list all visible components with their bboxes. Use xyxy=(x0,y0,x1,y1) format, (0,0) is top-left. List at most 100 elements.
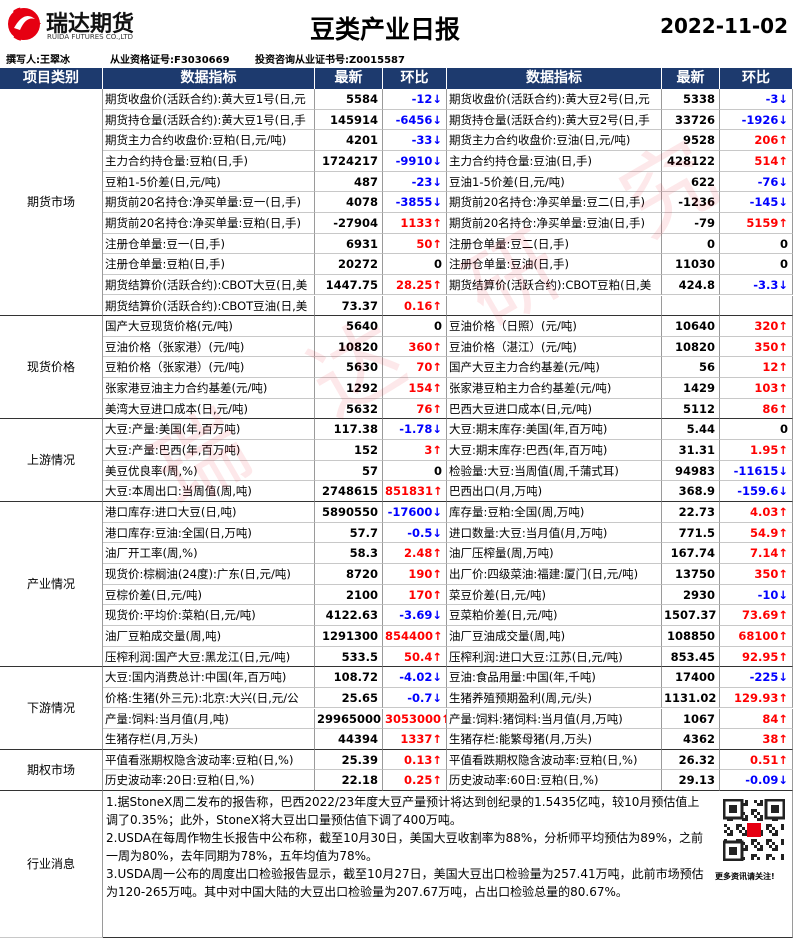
news-paragraph: 1.据StoneX周二发布的报告称，巴西2022/23年度大豆产量预计将达到创纪… xyxy=(106,795,700,828)
qr-code xyxy=(723,799,785,862)
latest-value: 6931 xyxy=(315,233,383,255)
latest-value: 22.73 xyxy=(662,502,720,523)
change-value: 0 xyxy=(720,254,793,275)
change-value: -23↓ xyxy=(383,171,447,193)
change-value: 12↑ xyxy=(720,357,793,379)
column-header: 环比 xyxy=(383,68,447,89)
latest-value: 152 xyxy=(315,440,383,461)
latest-value: 5632 xyxy=(315,398,383,420)
category: 行业消息 xyxy=(0,791,103,938)
indicator: 生猪存栏(月,万头) xyxy=(103,729,315,750)
indicator: 注册仓单量:豆一(日,手) xyxy=(103,233,315,255)
indicator: 张家港豆粕主力合约基差(元/吨) xyxy=(447,378,662,399)
indicator: 期货结算价(活跃合约):CBOT豆油(日,美 xyxy=(103,295,315,317)
indicator: 巴西大豆进口成本(日,元/吨) xyxy=(447,398,662,420)
change-value: 50↑ xyxy=(383,233,447,255)
logo-sub: RUIDA FUTURES CO.,LTD xyxy=(47,33,134,41)
change-value: 350↑ xyxy=(720,336,793,358)
change-value: 0 xyxy=(720,233,793,255)
indicator: 大豆:产量:美国(年,百万吨) xyxy=(103,419,315,441)
latest-value: 0 xyxy=(662,233,720,255)
latest-value: 33726 xyxy=(662,109,720,131)
change-value: -17600↓ xyxy=(383,502,447,523)
change-value: -12↓ xyxy=(383,89,447,110)
change-value: -225↓ xyxy=(720,667,793,688)
latest-value: 17400 xyxy=(662,667,720,688)
indicator: 期货前20名持仓:净买单量:豆粕(日,手) xyxy=(103,212,315,234)
change-value: 0 xyxy=(383,254,447,275)
latest-value: 1724217 xyxy=(315,150,383,172)
news-box: 1.据StoneX周二发布的报告称，巴西2022/23年度大豆产量预计将达到创纪… xyxy=(103,791,793,938)
indicator: 期货收盘价(活跃合约):黄大豆2号(日,元 xyxy=(447,89,662,110)
indicator: 豆油价格（日照）(元/吨) xyxy=(447,316,662,337)
indicator: 生猪养殖预期盈利(周,元/头) xyxy=(447,687,662,709)
change-value: 54.9↑ xyxy=(720,522,793,544)
indicator: 主力合约持仓量:豆油(日,手) xyxy=(447,150,662,172)
change-value: -4.02↓ xyxy=(383,667,447,688)
category: 下游情况 xyxy=(0,667,103,750)
indicator: 历史波动率:20日:豆粕(日,%) xyxy=(103,770,315,792)
indicator: 压榨利润:进口大豆:江苏(日,元/吨) xyxy=(447,646,662,668)
change-value: -0.5↓ xyxy=(383,522,447,544)
latest-value: 25.39 xyxy=(315,749,383,771)
indicator: 期货结算价(活跃合约):CBOT大豆(日,美 xyxy=(103,274,315,296)
column-header: 数据指标 xyxy=(103,68,315,89)
indicator: 平值看涨期权隐含波动率:豆粕(日,%) xyxy=(103,749,315,771)
latest-value: 57 xyxy=(315,460,383,482)
change-value: -3.69↓ xyxy=(383,605,447,626)
category: 产业情况 xyxy=(0,502,103,668)
latest-value: 1291300 xyxy=(315,625,383,647)
change-value: 5159↑ xyxy=(720,212,793,234)
qr-caption: 更多资讯请关注! xyxy=(715,872,775,882)
latest-value: 5890550 xyxy=(315,502,383,523)
latest-value: 117.38 xyxy=(315,419,383,441)
author-cert: 投资咨询从业证书号:Z0015587 xyxy=(255,55,405,66)
author-license: 从业资格证号:F3030669 xyxy=(110,55,230,66)
report-date: 2022-11-02 xyxy=(660,14,788,38)
latest-value: 22.18 xyxy=(315,770,383,792)
change-value: -0.09↓ xyxy=(720,770,793,792)
change-value: 170↑ xyxy=(383,584,447,606)
indicator: 港口库存:进口大豆(日,吨) xyxy=(103,502,315,523)
latest-value: 29965000 xyxy=(315,708,383,730)
latest-value: 58.3 xyxy=(315,543,383,564)
change-value: 28.25↑ xyxy=(383,274,447,296)
change-value xyxy=(720,295,793,317)
change-value: 0 xyxy=(383,316,447,337)
change-value: -159.6↓ xyxy=(720,481,793,502)
latest-value: 73.37 xyxy=(315,295,383,317)
column-header: 环比 xyxy=(720,68,793,89)
latest-value: 57.7 xyxy=(315,522,383,544)
latest-value: 20272 xyxy=(315,254,383,275)
change-value: -3.3↓ xyxy=(720,274,793,296)
latest-value: 853.45 xyxy=(662,646,720,668)
change-value: 0 xyxy=(720,419,793,441)
indicator: 主力合约持仓量:豆粕(日,手) xyxy=(103,150,315,172)
category: 期货市场 xyxy=(0,89,103,317)
indicator: 出厂价:四级菜油:福建:厦门(日,元/吨) xyxy=(447,563,662,585)
change-value: 68100↑ xyxy=(720,625,793,647)
change-value: -1.78↓ xyxy=(383,419,447,441)
column-header: 项目类别 xyxy=(0,68,103,89)
news-paragraph: 3.USDA周一公布的周度出口检验报告显示，截至10月27日，美国大豆出口检验量… xyxy=(106,867,704,900)
change-value: 360↑ xyxy=(383,336,447,358)
indicator: 豆粕1-5价差(日,元/吨) xyxy=(103,171,315,193)
latest-value: 1292 xyxy=(315,378,383,399)
change-value: 7.14↑ xyxy=(720,543,793,564)
indicator: 价格:生猪(外三元):北京:大兴(日,元/公 xyxy=(103,687,315,709)
latest-value: 2930 xyxy=(662,584,720,606)
latest-value: 368.9 xyxy=(662,481,720,502)
change-value: 84↑ xyxy=(720,708,793,730)
indicator: 张家港豆油主力合约基差(元/吨) xyxy=(103,378,315,399)
indicator: 油厂豆油成交量(周,吨) xyxy=(447,625,662,647)
change-value: 154↑ xyxy=(383,378,447,399)
indicator: 大豆:本周出口:当周值(周,吨) xyxy=(103,481,315,502)
change-value: 3053000↑ xyxy=(383,708,447,730)
indicator: 巴西出口(月,万吨) xyxy=(447,481,662,502)
latest-value: 5112 xyxy=(662,398,720,420)
change-value: 92.95↑ xyxy=(720,646,793,668)
change-value: 1337↑ xyxy=(383,729,447,750)
change-value: 129.93↑ xyxy=(720,687,793,709)
indicator: 现货价:棕榈油(24度):广东(日,元/吨) xyxy=(103,563,315,585)
latest-value: 11030 xyxy=(662,254,720,275)
